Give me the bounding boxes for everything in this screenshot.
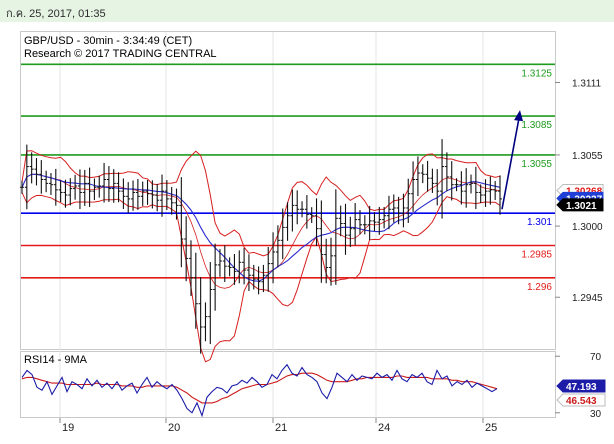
price-panel-frame — [20, 31, 556, 350]
date-tick-label-4: 25 — [485, 422, 497, 434]
support-resistance-levels: 1.3125 1.3085 1.3055 1.301 1.2985 1.296 — [21, 63, 555, 293]
rsi-tag-label-1: 46.543 — [566, 396, 597, 407]
date-tick-label-2: 21 — [275, 422, 287, 434]
date-tick-label-3: 24 — [378, 422, 390, 434]
price-tags: 1.302681.302271.3021 — [556, 183, 604, 212]
chart-subtitle: Research © 2017 TRADING CENTRAL — [24, 48, 217, 60]
arrow-head — [514, 110, 523, 122]
rsi-tick-label-1: 30 — [590, 409, 602, 420]
level-label-2: 1.3055 — [521, 159, 552, 170]
level-label-0: 1.3125 — [521, 68, 552, 79]
bollinger-lower — [21, 192, 501, 363]
timestamp-bar: ก.ค. 25, 2017, 01:35 — [0, 0, 614, 22]
moving-average — [21, 173, 501, 282]
price-bars — [20, 139, 502, 354]
rsi-tag-label-0: 47.193 — [566, 382, 597, 393]
rsi-tick-label-0: 70 — [590, 352, 602, 363]
date-axis: 19 20 21 24 25 — [59, 418, 497, 434]
date-tick-label-1: 20 — [168, 422, 180, 434]
bollinger-upper — [21, 150, 501, 257]
timestamp: ก.ค. 25, 2017, 01:35 — [6, 8, 106, 20]
level-label-5: 1.296 — [527, 282, 552, 293]
level-label-4: 1.2985 — [521, 249, 552, 260]
price-tag-label-2: 1.3021 — [566, 201, 597, 212]
level-label-1: 1.3085 — [521, 120, 552, 131]
price-tick-label-2: 1.3000 — [572, 222, 603, 233]
price-tick-label-3: 1.2945 — [572, 293, 603, 304]
rsi-tag-box-0 — [556, 379, 606, 393]
price-axis: 1.3111 1.3055 1.3000 1.2945 — [555, 78, 603, 304]
level-label-3: 1.301 — [527, 217, 552, 228]
chart-title: GBP/USD - 30min - 3:34:49 (CET) — [24, 35, 192, 47]
rsi-tag-box-1 — [556, 393, 606, 407]
price-tick-label-0: 1.3111 — [572, 78, 602, 89]
forecast-arrow — [501, 110, 523, 210]
bollinger-bands — [21, 150, 501, 363]
price-tick-label-1: 1.3055 — [572, 151, 603, 162]
arrow-shaft — [501, 117, 520, 210]
rsi-line — [21, 363, 498, 418]
price-tag-box-2 — [556, 198, 604, 212]
date-tick-label-0: 19 — [62, 422, 74, 434]
bollinger-mid — [21, 173, 501, 289]
rsi-indicator: 70 30 47.193 46.543 — [21, 352, 606, 420]
rsi-title: RSI14 - 9MA — [24, 354, 88, 366]
